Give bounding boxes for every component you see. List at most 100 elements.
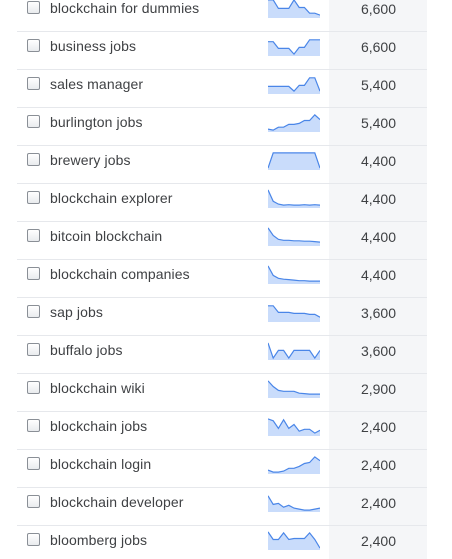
row-divider <box>17 259 427 260</box>
keyword-text: blockchain companies <box>50 266 190 282</box>
row-divider <box>17 145 427 146</box>
trend-sparkline <box>268 77 320 94</box>
keyword-text: brewery jobs <box>50 152 131 168</box>
keyword-text: sap jobs <box>50 304 103 320</box>
search-volume: 2,400 <box>360 495 396 511</box>
trend-sparkline <box>268 380 320 398</box>
search-volume: 2,400 <box>360 533 396 549</box>
table-row: buffalo jobs 3,600 <box>0 336 452 374</box>
trend-sparkline <box>268 342 320 360</box>
trend-line <box>268 39 320 56</box>
trend-line <box>268 189 320 206</box>
keyword-text: burlington jobs <box>50 114 143 130</box>
trend-line <box>268 227 320 243</box>
trend-area <box>268 0 320 18</box>
row-checkbox[interactable] <box>27 343 40 356</box>
keyword-text: blockchain wiki <box>50 380 145 396</box>
trend-sparkline <box>268 305 320 322</box>
row-divider <box>17 31 427 32</box>
trend-sparkline <box>268 39 320 56</box>
trend-sparkline <box>268 0 320 18</box>
trend-line <box>268 305 320 318</box>
table-row: burlington jobs 5,400 <box>0 108 452 146</box>
row-checkbox[interactable] <box>27 457 40 470</box>
table-row: blockchain jobs 2,400 <box>0 412 452 450</box>
row-checkbox[interactable] <box>27 77 40 90</box>
trend-line <box>268 531 320 549</box>
trend-line <box>268 0 320 16</box>
trend-area <box>268 380 320 398</box>
trend-sparkline <box>268 495 320 512</box>
trend-sparkline <box>268 227 320 246</box>
keyword-text: business jobs <box>50 38 137 54</box>
row-checkbox[interactable] <box>27 39 40 52</box>
row-checkbox[interactable] <box>27 533 40 546</box>
trend-line <box>268 114 320 131</box>
trend-sparkline <box>268 152 320 170</box>
trend-line <box>268 77 320 92</box>
trend-area <box>268 531 320 550</box>
trend-area <box>268 265 320 284</box>
row-checkbox[interactable] <box>27 191 40 204</box>
keyword-text: blockchain login <box>50 456 152 472</box>
trend-area <box>268 152 320 170</box>
row-checkbox[interactable] <box>27 267 40 280</box>
trend-area <box>268 495 320 512</box>
trend-line <box>268 380 320 395</box>
trend-line <box>268 495 320 511</box>
table-row: sales manager 5,400 <box>0 70 452 108</box>
keyword-text: blockchain jobs <box>50 418 148 434</box>
search-volume: 2,400 <box>360 419 396 435</box>
trend-line <box>268 418 320 434</box>
trend-area <box>268 189 320 208</box>
trend-line <box>268 456 320 473</box>
row-divider <box>17 183 427 184</box>
search-volume: 2,400 <box>360 457 396 473</box>
table-row: bitcoin blockchain 4,400 <box>0 222 452 260</box>
table-row: blockchain developer 2,400 <box>0 488 452 526</box>
trend-area <box>268 456 320 474</box>
trend-sparkline <box>268 456 320 474</box>
search-volume: 6,600 <box>360 39 396 55</box>
row-checkbox[interactable] <box>27 305 40 318</box>
row-checkbox[interactable] <box>27 381 40 394</box>
table-row: brewery jobs 4,400 <box>0 146 452 184</box>
row-checkbox[interactable] <box>27 153 40 166</box>
search-volume: 4,400 <box>360 267 396 283</box>
row-checkbox[interactable] <box>27 229 40 242</box>
search-volume: 3,600 <box>360 343 396 359</box>
table-row: blockchain explorer 4,400 <box>0 184 452 222</box>
row-divider <box>17 449 427 450</box>
row-checkbox[interactable] <box>27 419 40 432</box>
table-row: blockchain companies 4,400 <box>0 260 452 298</box>
volume-column-background <box>329 0 427 559</box>
table-row: sap jobs 3,600 <box>0 298 452 336</box>
keyword-text: sales manager <box>50 76 144 92</box>
trend-sparkline <box>268 418 320 436</box>
table-row: blockchain wiki 2,900 <box>0 374 452 412</box>
row-divider <box>17 487 427 488</box>
keyword-text: buffalo jobs <box>50 342 123 358</box>
trend-sparkline <box>268 114 320 132</box>
row-divider <box>17 107 427 108</box>
row-checkbox[interactable] <box>27 495 40 508</box>
trend-area <box>268 418 320 436</box>
row-checkbox[interactable] <box>27 1 40 14</box>
row-checkbox[interactable] <box>27 115 40 128</box>
row-divider <box>17 411 427 412</box>
trend-line <box>268 342 320 360</box>
trend-line <box>268 265 320 282</box>
search-volume: 4,400 <box>360 191 396 207</box>
keyword-text: bloomberg jobs <box>50 532 148 548</box>
search-volume: 2,900 <box>360 381 396 397</box>
keyword-text: blockchain for dummies <box>50 0 200 16</box>
table-row: bloomberg jobs 2,400 <box>0 526 452 559</box>
row-divider <box>17 335 427 336</box>
search-volume: 5,400 <box>360 77 396 93</box>
keyword-text: bitcoin blockchain <box>50 228 163 244</box>
table-row: blockchain for dummies 6,600 <box>0 0 452 32</box>
row-divider <box>17 297 427 298</box>
search-volume: 4,400 <box>360 229 396 245</box>
table-row: business jobs 6,600 <box>0 32 452 70</box>
